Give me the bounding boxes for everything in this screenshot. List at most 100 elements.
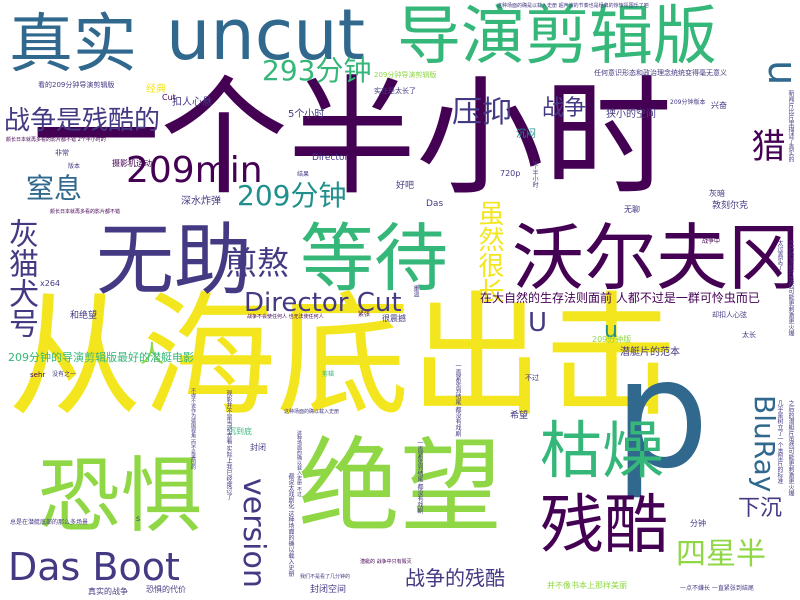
word: 煎熬 bbox=[225, 244, 290, 282]
word: 5个小时 bbox=[288, 109, 325, 120]
word: 209分钟 bbox=[237, 179, 347, 212]
word: 实在是太长了 bbox=[374, 87, 416, 95]
word: 209min bbox=[126, 150, 263, 191]
word: 战争不会使任何人 也无法使任何人 bbox=[247, 314, 324, 320]
word: 恐惧的代价 bbox=[146, 585, 186, 594]
word: 战争的残酷 bbox=[405, 566, 505, 590]
word: 真实的战争 bbox=[88, 587, 128, 596]
word: 看的209分钟导演剪辑版 bbox=[38, 81, 115, 89]
word: s bbox=[136, 514, 141, 523]
word: 绝望 bbox=[298, 428, 502, 547]
word: 一个半小时 bbox=[32, 64, 673, 213]
word: 没有之一 bbox=[52, 371, 77, 378]
word: 我们不是看了几分钟的 bbox=[300, 574, 351, 580]
word: Cut bbox=[162, 93, 176, 102]
word: 在大自然的生存法则面前 人都不过是一群可怜虫而已 bbox=[480, 291, 760, 305]
word: 封闭 bbox=[250, 443, 266, 452]
word: 好吧 bbox=[396, 181, 415, 191]
word: 导演剪辑版 bbox=[397, 0, 717, 74]
word: 灰暗 bbox=[709, 189, 725, 198]
word: 分钟 bbox=[690, 519, 706, 528]
word: 209分钟导演剪辑版 bbox=[374, 71, 437, 79]
word: 293分钟 bbox=[262, 54, 372, 87]
word: 窒息 bbox=[26, 172, 83, 205]
word: 之后的潜艇片虽然可能更刺激更火爆 bbox=[787, 240, 794, 336]
word: 四星半 bbox=[676, 537, 766, 572]
word: 摄影机运动 bbox=[112, 159, 152, 168]
word: 不过 bbox=[525, 374, 539, 382]
word: 209分钟版 bbox=[592, 335, 632, 344]
word: 猎 bbox=[745, 128, 785, 162]
word: 潜艇片的范本 bbox=[620, 347, 680, 358]
word: u bbox=[759, 60, 800, 86]
word: p bbox=[614, 328, 710, 502]
word: 无聊 bbox=[624, 205, 640, 214]
word: 任何意识形态和政治理念统统变得毫无意义 bbox=[594, 69, 727, 77]
word: 太过真实了 bbox=[776, 240, 783, 270]
word: 战争是残酷的 bbox=[4, 106, 161, 136]
word: 并不像书本上那样美丽 bbox=[547, 581, 627, 590]
word: 真实 bbox=[9, 8, 137, 82]
word: 非常 bbox=[55, 149, 69, 157]
word: 新闻片比片里描述了真实的 bbox=[787, 90, 794, 162]
word: 720p bbox=[500, 169, 521, 178]
word: 之后的潜艇片虽然可能更刺激更火爆 bbox=[787, 400, 794, 496]
word: 深水炸弹 bbox=[181, 196, 221, 207]
word: 兴奋 bbox=[711, 101, 727, 110]
word: 剪辑 bbox=[322, 371, 335, 378]
word: 209分钟的导演剪辑版最好的潜艇电影 bbox=[8, 351, 194, 364]
word: 残酷 bbox=[540, 489, 668, 563]
word: 总是在潜艇底部的那么多场景 bbox=[10, 519, 89, 526]
word: Das bbox=[426, 199, 444, 209]
word: 颜长日本就再多看的影片都不错 bbox=[50, 209, 121, 215]
word: 几乎是树立了一个类型片的标准 bbox=[776, 400, 783, 484]
word: uncut bbox=[166, 0, 366, 76]
word: 狭小的空间 bbox=[606, 109, 656, 120]
word: 灰猫犬号 bbox=[3, 218, 38, 338]
word: 一直紧张到结尾 都没有戏剧 bbox=[416, 440, 423, 514]
word: 战争 bbox=[542, 96, 587, 121]
word: u bbox=[604, 318, 618, 343]
word: U bbox=[528, 308, 548, 338]
word: 紧张 bbox=[358, 311, 371, 318]
word: Director bbox=[312, 153, 349, 163]
word: 这种场面的确是以载入史册 超声波的节奏也是经典的惊悚氛围乐了吧 bbox=[497, 3, 649, 9]
word: 很震撼 bbox=[382, 314, 406, 323]
word: 下沉 bbox=[738, 496, 783, 521]
word: 战争中 bbox=[702, 238, 721, 245]
word: 一点不嫌长 一直紧张到结尾 bbox=[680, 585, 754, 592]
word: 恐惧 bbox=[38, 449, 203, 544]
word: 等待 bbox=[300, 216, 448, 302]
word: 不得不说作为德国视角 而不是美国的 bbox=[190, 388, 196, 470]
word: sehr bbox=[30, 371, 46, 379]
word: BluRay bbox=[748, 395, 781, 493]
word: 希望 bbox=[510, 411, 529, 421]
word: 重温 bbox=[412, 285, 419, 297]
word: 这种场面的确以载入史册 不过 bbox=[296, 430, 302, 497]
word: 一直紧张到结尾 都没有戏剧 bbox=[454, 363, 461, 437]
word: x264 bbox=[40, 279, 61, 288]
word: 却扣人心弦 bbox=[712, 311, 747, 319]
word: 沃尔夫冈 bbox=[512, 216, 800, 300]
word: 209分钟版本 bbox=[670, 99, 706, 106]
word: 经典 bbox=[146, 84, 166, 95]
word: version bbox=[236, 478, 271, 588]
word: 和绝望 bbox=[70, 311, 98, 321]
word: 人 bbox=[140, 340, 164, 368]
word: 沉闷 bbox=[516, 129, 536, 140]
word: 太长 bbox=[742, 331, 756, 339]
word: 观影并不是当初去看 实际上我已经度过了 bbox=[225, 390, 232, 500]
word: 潜艇的 战争中只有毁灭 bbox=[360, 559, 412, 565]
word: 无助 bbox=[96, 216, 253, 306]
word: 颜长日本就再多看的影片都不错 2个半小时的 bbox=[6, 137, 106, 143]
word: Director Cut bbox=[244, 288, 402, 318]
word: 这种场面的确以载入史册 bbox=[284, 409, 340, 415]
word: 扣人心悬 bbox=[172, 97, 212, 108]
word: 压抑 bbox=[452, 95, 512, 130]
word: 枯燥 bbox=[540, 414, 665, 487]
word: 沉到底 bbox=[228, 427, 252, 436]
word: 从海底出击 bbox=[8, 279, 679, 435]
word: 虽然很长 bbox=[474, 200, 504, 304]
word: 封闭空间 bbox=[310, 585, 347, 595]
